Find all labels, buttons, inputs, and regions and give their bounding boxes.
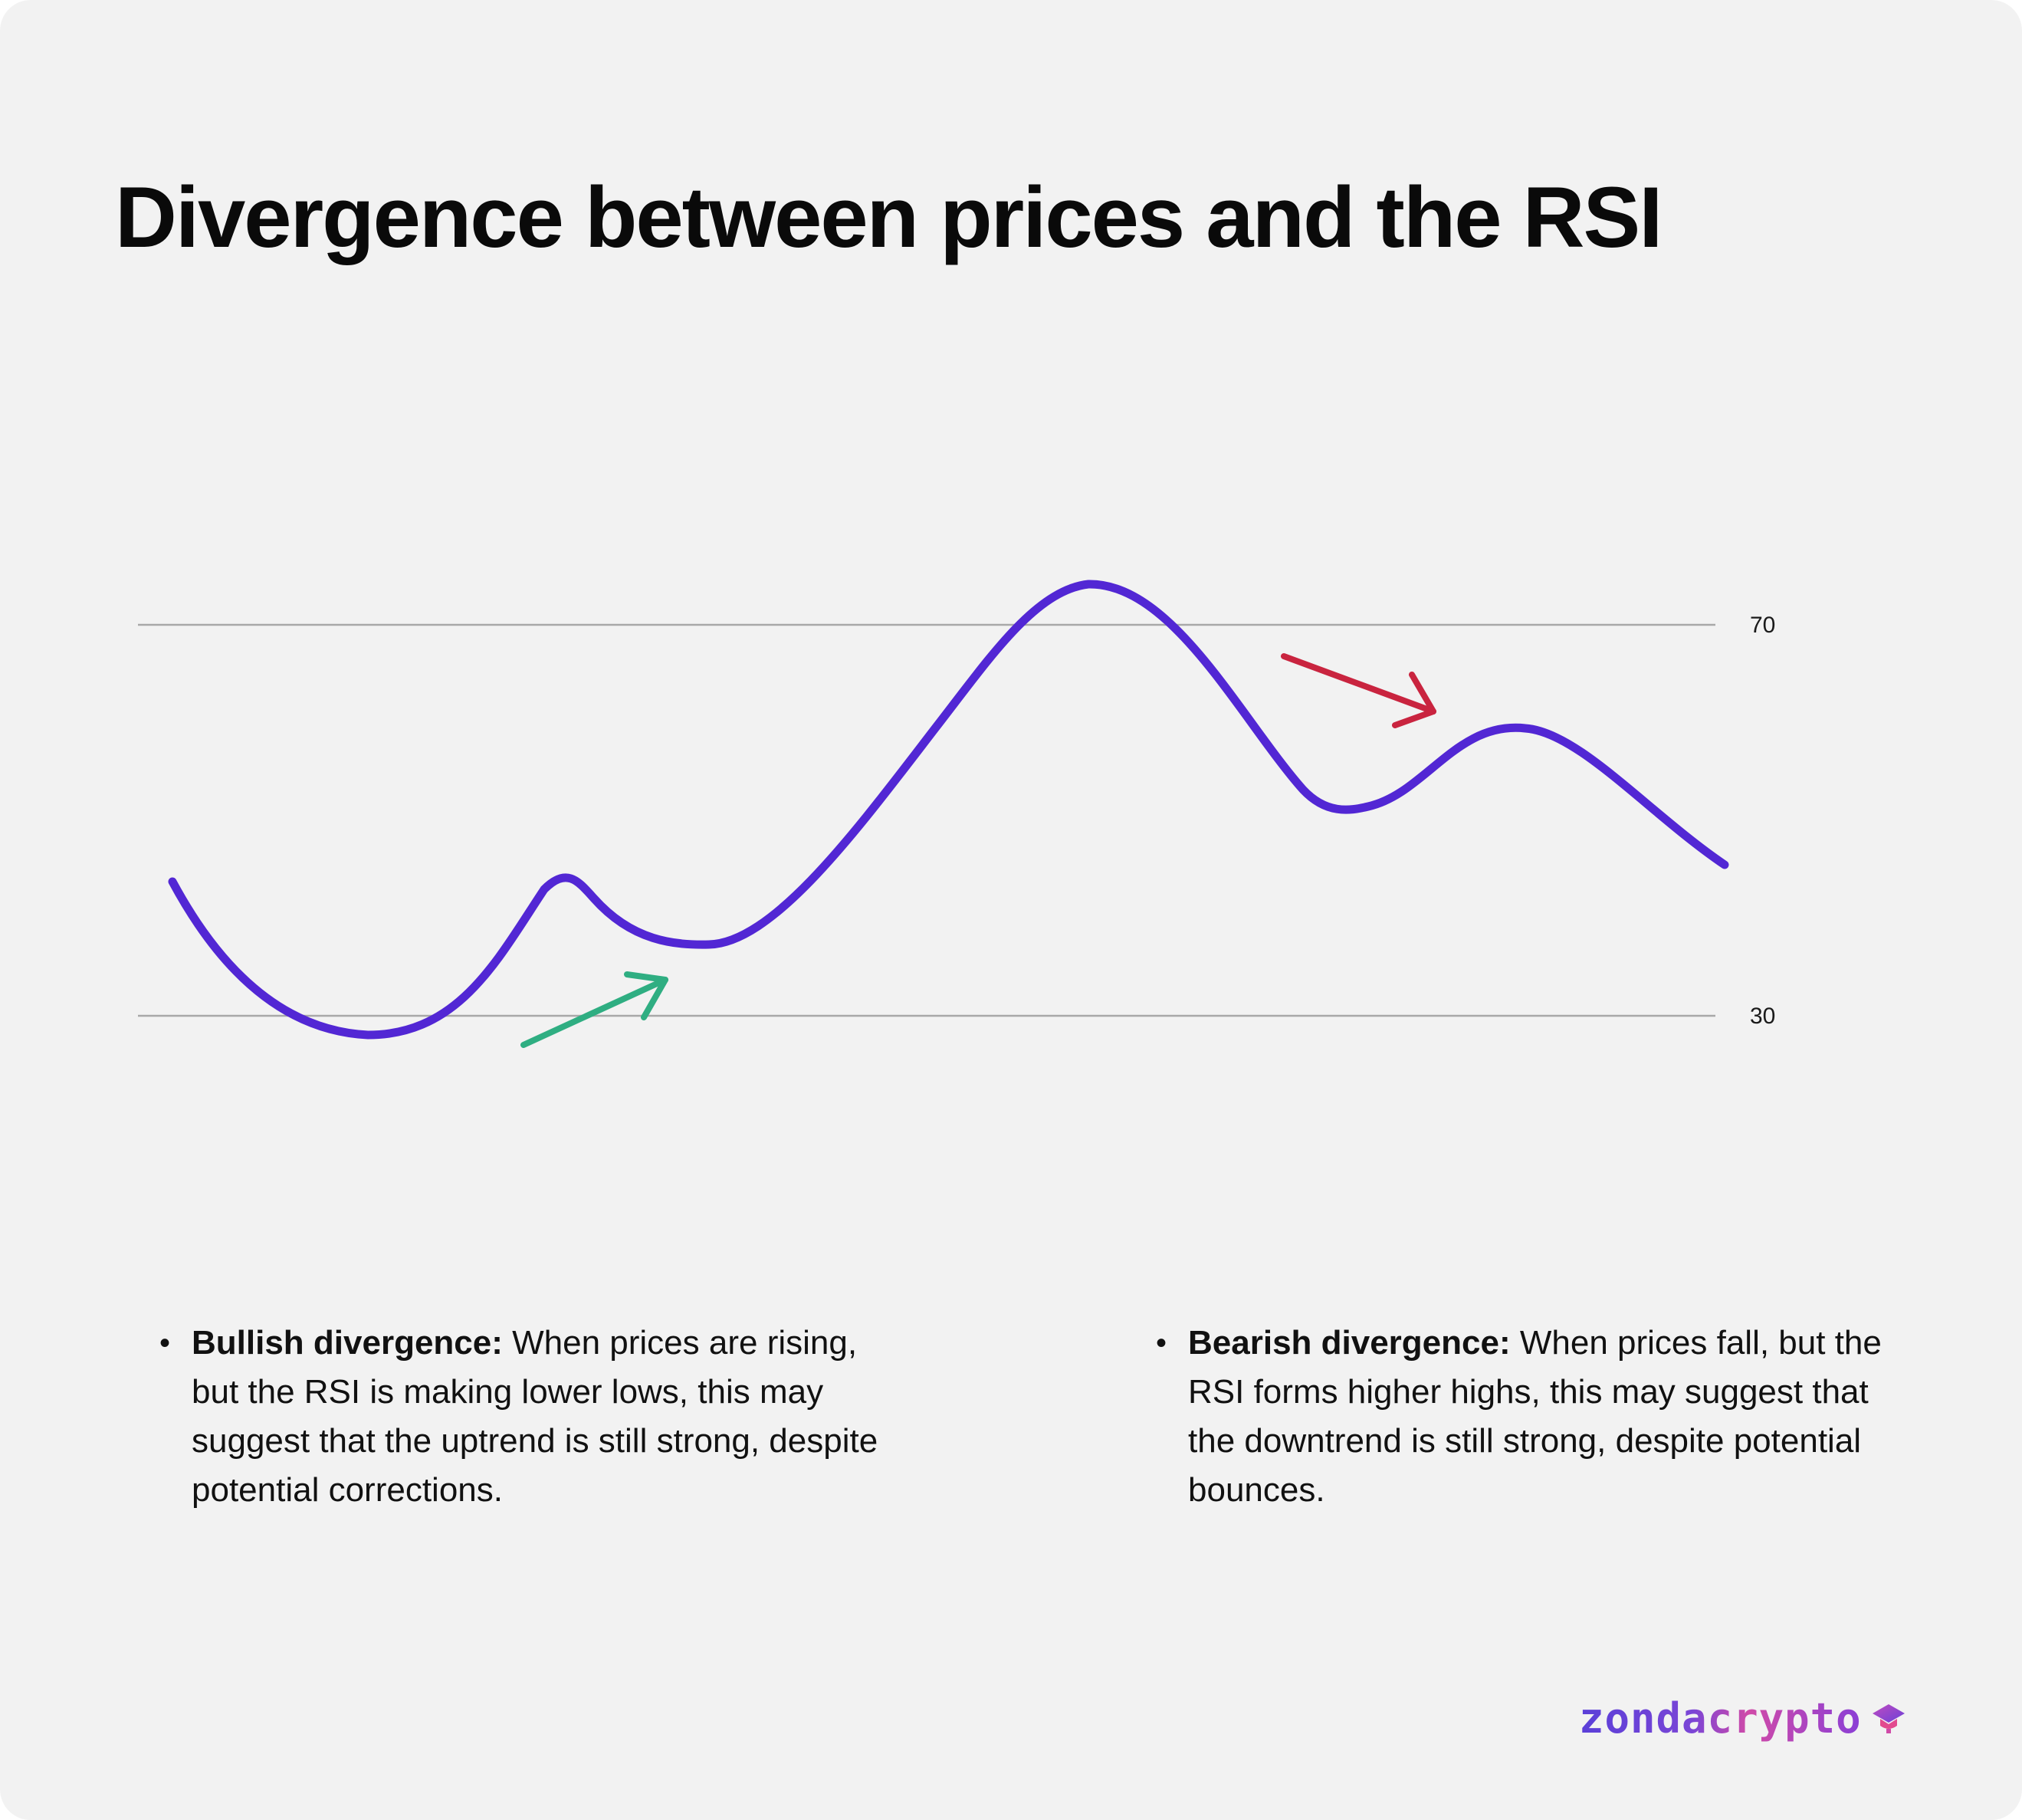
bearish-term: Bearish divergence: xyxy=(1188,1324,1511,1362)
bullish-arrow xyxy=(520,971,668,1048)
bearish-divergence-item: • Bearish divergence: When prices fall, … xyxy=(1156,1319,1901,1515)
page-title: Divergence between prices and the RSI xyxy=(115,169,1663,265)
brand-logo: zondacrypto xyxy=(1579,1694,1906,1743)
bearish-arrow xyxy=(1281,653,1436,728)
rsi-series-line xyxy=(168,580,1729,1040)
bullet-point: • xyxy=(159,1326,171,1360)
logo-text: zondacrypto xyxy=(1579,1694,1862,1743)
bullish-divergence-item: • Bullish divergence: When prices are ri… xyxy=(159,1319,904,1515)
bearish-description: When prices fall, but the RSI forms high… xyxy=(1188,1324,1882,1509)
tick-label-70: 70 xyxy=(1750,613,1775,638)
bullet-point: • xyxy=(1156,1326,1167,1360)
bullish-term: Bullish divergence: xyxy=(192,1324,503,1362)
zonda-hat-icon xyxy=(1872,1703,1905,1733)
tick-label-30: 30 xyxy=(1750,1004,1775,1029)
bullish-description: When prices are rising, but the RSI is m… xyxy=(192,1324,878,1509)
